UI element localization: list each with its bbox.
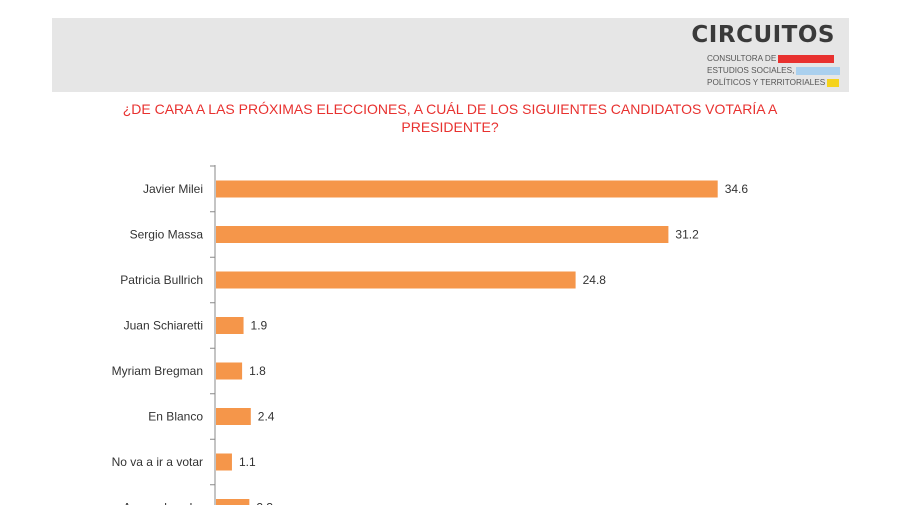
bar (216, 499, 250, 505)
logo-swatch-yellow (827, 78, 840, 87)
value-label: 1.8 (249, 364, 266, 378)
value-label: 24.8 (583, 273, 607, 287)
bar (216, 408, 251, 425)
logo-line-1-text: CONSULTORA DE (707, 54, 777, 63)
value-label: 2.4 (258, 410, 275, 424)
bar (216, 317, 244, 334)
bar (216, 226, 669, 243)
bar (216, 271, 576, 289)
category-label: Patricia Bullrich (120, 273, 203, 287)
category-label: Aun no lo sabe (123, 501, 203, 505)
value-label: 1.1 (239, 455, 256, 469)
logo-line-3: POLÍTICOS Y TERRITORIALES (707, 77, 840, 88)
header-band: CIRCUITOS CONSULTORA DE ESTUDIOS SOCIALE… (52, 18, 849, 92)
bar (216, 180, 718, 198)
category-label: Javier Milei (143, 182, 203, 196)
circuitos-logo: CIRCUITOS CONSULTORA DE ESTUDIOS SOCIALE… (691, 22, 841, 88)
logo-line-2: ESTUDIOS SOCIALES, (707, 65, 841, 76)
logo-line-2-text: ESTUDIOS SOCIALES, (707, 66, 795, 75)
chart-question-title: ¿DE CARA A LAS PRÓXIMAS ELECCIONES, A CU… (122, 101, 778, 135)
category-label: No va a ir a votar (112, 455, 203, 469)
logo-title: CIRCUITOS (691, 22, 835, 48)
category-label: Sergio Massa (130, 228, 204, 242)
bar (216, 453, 232, 471)
logo-line-1: CONSULTORA DE (707, 53, 835, 64)
category-label: Myriam Bregman (112, 364, 203, 378)
logo-swatch-red (778, 54, 835, 63)
value-label: 34.6 (725, 182, 749, 196)
logo-swatch-blue (796, 66, 841, 75)
value-label: 31.2 (675, 228, 699, 242)
category-label: Juan Schiaretti (124, 319, 203, 333)
value-label: 1.9 (251, 319, 268, 333)
logo-line-3-text: POLÍTICOS Y TERRITORIALES (707, 78, 826, 87)
value-label: 2.3 (256, 501, 273, 505)
category-label: En Blanco (148, 410, 203, 424)
bar (216, 362, 243, 380)
